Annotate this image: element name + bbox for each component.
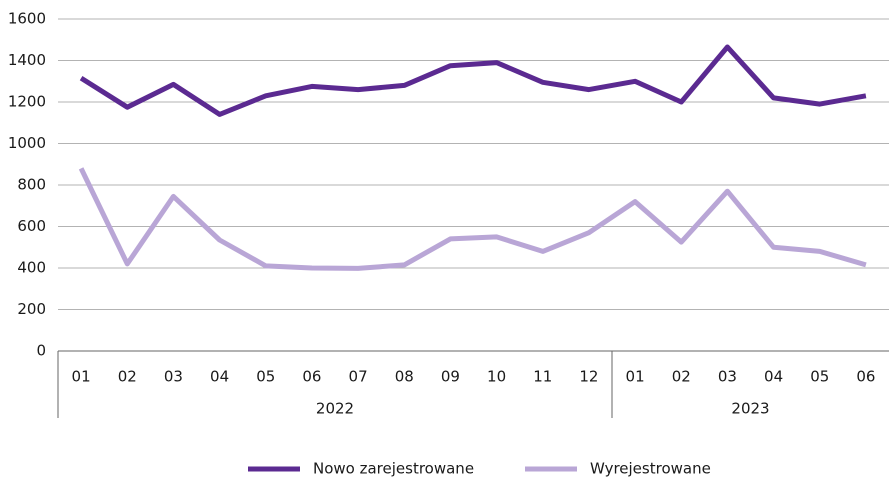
x-tick-label: 04 bbox=[210, 368, 229, 386]
group-label: 2023 bbox=[731, 400, 769, 418]
y-tick-label: 1000 bbox=[8, 134, 46, 152]
y-tick-label: 1600 bbox=[8, 10, 46, 28]
x-tick-label: 06 bbox=[856, 368, 875, 386]
x-tick-label: 03 bbox=[718, 368, 737, 386]
x-tick-label: 06 bbox=[302, 368, 321, 386]
y-tick-label: 600 bbox=[17, 217, 46, 235]
x-tick-label: 05 bbox=[256, 368, 275, 386]
x-tick-label: 01 bbox=[626, 368, 645, 386]
x-tick-label: 02 bbox=[118, 368, 137, 386]
series-line bbox=[79, 44, 867, 117]
x-tick-label: 10 bbox=[487, 368, 506, 386]
y-tick-label: 800 bbox=[17, 176, 46, 194]
y-tick-label: 200 bbox=[17, 300, 46, 318]
x-tick-label: 08 bbox=[395, 368, 414, 386]
y-tick-label: 1400 bbox=[8, 51, 46, 69]
series-line bbox=[78, 167, 867, 271]
x-tick-label: 11 bbox=[533, 368, 552, 386]
x-tick-label: 03 bbox=[164, 368, 183, 386]
legend-label: Wyrejestrowane bbox=[590, 460, 711, 478]
y-tick-label: 400 bbox=[17, 259, 46, 277]
x-tick-label: 05 bbox=[810, 368, 829, 386]
y-tick-label: 0 bbox=[36, 342, 46, 360]
group-label: 2022 bbox=[316, 400, 354, 418]
x-tick-label: 09 bbox=[441, 368, 460, 386]
x-tick-label: 12 bbox=[579, 368, 598, 386]
x-tick-label: 07 bbox=[349, 368, 368, 386]
x-tick-label: 04 bbox=[764, 368, 783, 386]
y-tick-label: 1200 bbox=[8, 93, 46, 111]
x-tick-label: 01 bbox=[72, 368, 91, 386]
legend-label: Nowo zarejestrowane bbox=[313, 460, 474, 478]
x-tick-label: 02 bbox=[672, 368, 691, 386]
